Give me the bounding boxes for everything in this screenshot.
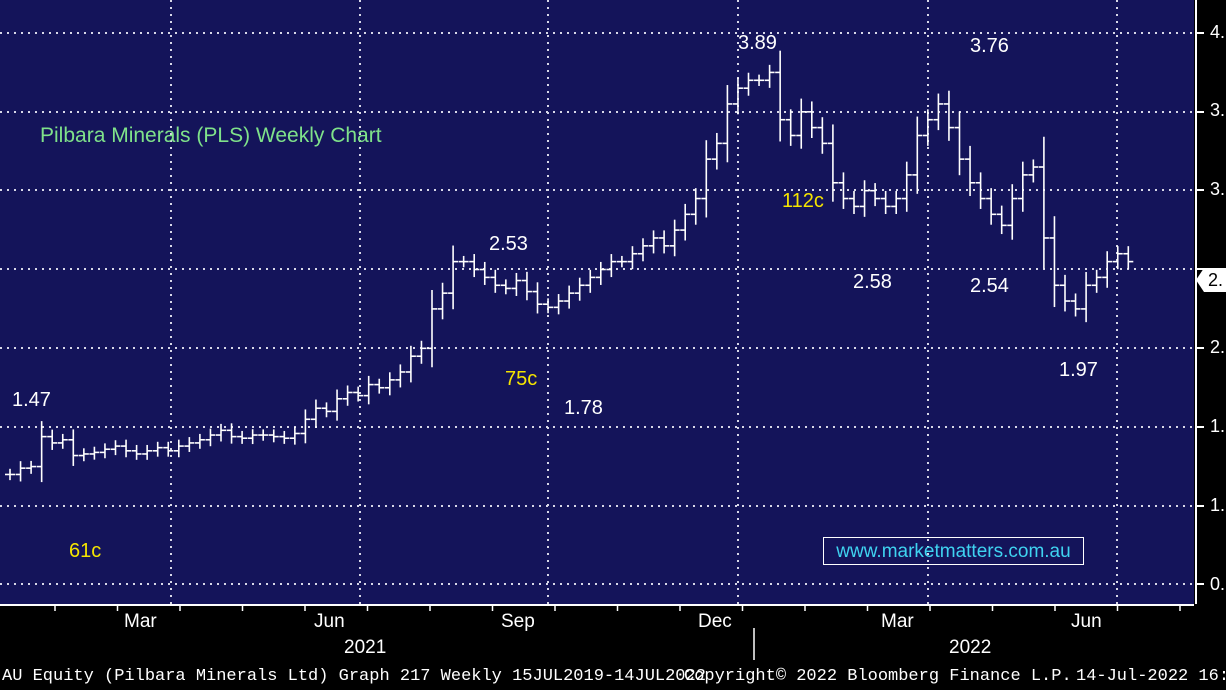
footer-timestamp: 14-Jul-2022 16:1: [1076, 667, 1226, 686]
annotation-label: 1.78: [564, 397, 603, 419]
y-tick-label: 3.: [1210, 179, 1226, 199]
y-tick-label: 1.: [1210, 495, 1226, 515]
last-price-text: 2.: [1208, 270, 1223, 290]
y-tick-label: 1.: [1210, 416, 1226, 436]
annotation-label: 112c: [782, 190, 824, 212]
annotation-label: 2.53: [489, 233, 528, 255]
annotation-label: 3.76: [970, 35, 1009, 57]
annotation-label: 75c: [505, 368, 538, 390]
annotation-label: 3.89: [738, 32, 777, 54]
last-price-tag: 2.: [1196, 268, 1226, 292]
chart-title: Pilbara Minerals (PLS) Weekly Chart: [40, 124, 382, 147]
footer-copyright: Copyright© 2022 Bloomberg Finance L.P.: [684, 667, 1072, 686]
annotation-label: 2.54: [970, 275, 1009, 297]
footer-security-info: AU Equity (Pilbara Minerals Ltd) Graph 2…: [2, 667, 706, 686]
y-tick-label: 0.: [1210, 574, 1226, 594]
x-month-label: Jun: [1071, 611, 1102, 632]
y-tick-label: 3.: [1210, 100, 1226, 120]
x-month-label: Sep: [501, 611, 535, 632]
price-axis: [1194, 0, 1226, 604]
x-month-label: Jun: [314, 611, 345, 632]
annotation-label: 2.58: [853, 271, 892, 293]
annotation-label: 1.97: [1059, 359, 1098, 381]
x-month-label: Mar: [881, 611, 914, 632]
y-tick-label: 2.: [1210, 337, 1226, 357]
website-label: www.marketmatters.com.au: [823, 537, 1084, 565]
annotation-label: 61c: [69, 540, 102, 562]
x-year-label: 2021: [344, 637, 387, 658]
annotation-label: 1.47: [12, 389, 51, 411]
x-month-label: Mar: [124, 611, 157, 632]
x-year-label: 2022: [949, 637, 992, 658]
y-tick-label: 4.: [1210, 22, 1226, 42]
chart-plot-area: [0, 0, 1194, 604]
x-month-label: Dec: [698, 611, 732, 632]
